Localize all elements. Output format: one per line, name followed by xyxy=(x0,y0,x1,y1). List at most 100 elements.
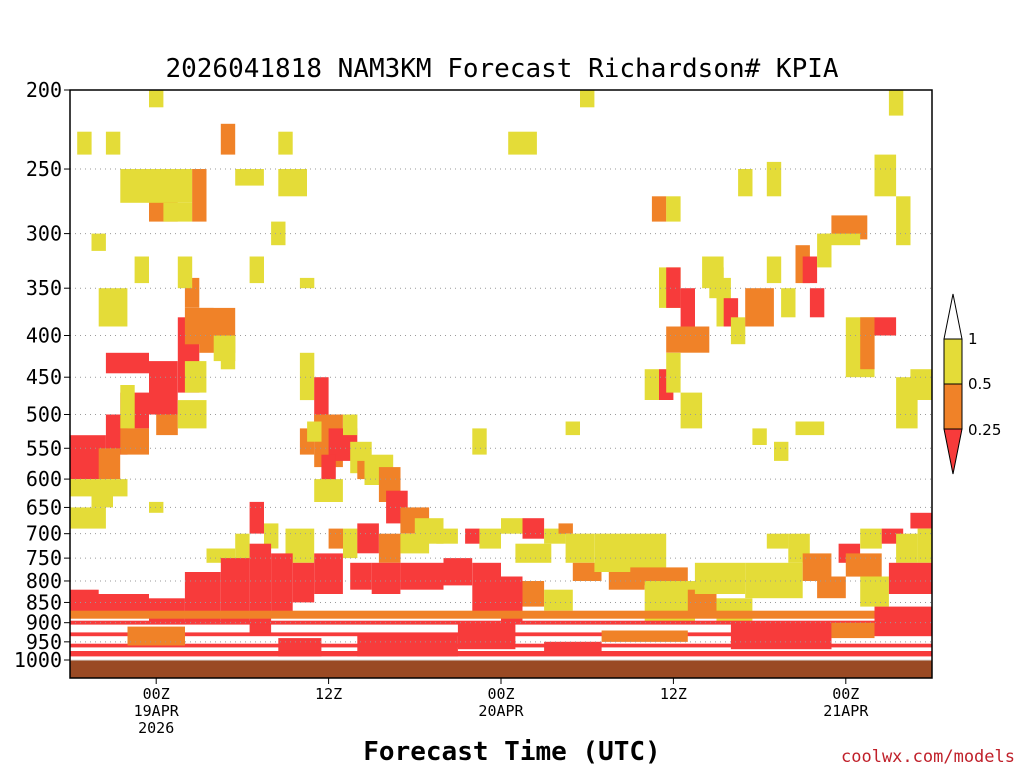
richardson-cell-98 xyxy=(644,369,660,400)
richardson-cell-127 xyxy=(651,196,667,222)
richardson-cell-94 xyxy=(860,576,889,607)
richardson-cell-86 xyxy=(817,576,846,599)
richardson-cell-144 xyxy=(292,562,315,603)
y-tick-label-1000: 1000 xyxy=(14,648,62,672)
richardson-cell-123 xyxy=(910,369,932,400)
richardson-cell-69 xyxy=(522,518,545,539)
richardson-cell-138 xyxy=(70,594,149,615)
richardson-cell-80 xyxy=(694,562,746,594)
richardson-cell-131 xyxy=(508,131,537,155)
credit-label: coolwx.com/models xyxy=(841,747,1015,767)
richardson-cell-102 xyxy=(680,288,695,327)
richardson-cell-96 xyxy=(472,428,487,455)
grid-lines xyxy=(70,168,932,661)
richardson-cell-153 xyxy=(544,589,573,611)
richardson-cell-149 xyxy=(443,558,473,586)
richardson-cell-167 xyxy=(601,630,688,642)
richardson-cell-166 xyxy=(127,626,185,646)
richardson-cell-35 xyxy=(213,335,236,362)
y-tick-label-400: 400 xyxy=(26,323,62,347)
richardson-cell-88 xyxy=(845,553,882,577)
richardson-cell-115 xyxy=(809,288,825,318)
richardson-cell-16 xyxy=(91,484,113,508)
richardson-cell-82 xyxy=(745,562,803,599)
richardson-cell-36 xyxy=(299,277,315,289)
richardson-cell-125 xyxy=(896,196,911,246)
richardson-cell-109 xyxy=(730,317,746,345)
richardson-cell-3 xyxy=(149,361,178,415)
richardson-cell-152 xyxy=(522,581,545,607)
richardson-cell-72 xyxy=(558,523,573,534)
x-tick-label-0-1: 00Z xyxy=(143,685,170,703)
colorbar-yellow xyxy=(943,338,963,385)
richardson-cell-158 xyxy=(70,651,932,657)
richardson-cell-92 xyxy=(910,512,932,529)
richardson-cell-120 xyxy=(860,317,875,370)
richardson-cell-148 xyxy=(400,562,444,590)
ground-layer xyxy=(70,660,932,678)
richardson-cell-121 xyxy=(874,317,897,336)
richardson-cell-61 xyxy=(343,528,358,559)
richardson-cell-68 xyxy=(501,518,523,534)
richardson-cell-128 xyxy=(666,196,681,222)
richardson-cell-17 xyxy=(120,385,135,429)
y-axis: 200 250 300 350 400 450 500 550 600 650 7007508008… xyxy=(14,78,70,672)
richardson-cell-56 xyxy=(264,523,279,549)
richardson-cell-81 xyxy=(716,598,753,623)
richardson-cell-105 xyxy=(680,392,703,429)
richardson-cell-132 xyxy=(580,90,595,108)
y-tick-label-900: 900 xyxy=(26,611,62,635)
richardson-cell-155 xyxy=(70,620,932,625)
richardson-cell-33 xyxy=(149,90,164,108)
x-tick-label-0-3: 2026 xyxy=(138,719,174,737)
richardson-cell-93 xyxy=(917,528,932,563)
richardson-cell-66 xyxy=(465,528,480,544)
y-tick-label-500: 500 xyxy=(26,403,62,427)
richardson-cell-10 xyxy=(184,307,214,345)
richardson-cell-24 xyxy=(249,256,264,284)
richardson-cell-159 xyxy=(278,638,322,657)
y-tick-label-800: 800 xyxy=(26,569,62,593)
richardson-cell-74 xyxy=(572,562,602,581)
richardson-cell-89 xyxy=(860,528,882,549)
richardson-cell-23 xyxy=(177,256,193,289)
richardson-cell-118 xyxy=(824,233,861,246)
richardson-cell-31 xyxy=(77,131,92,155)
richardson-cell-37 xyxy=(299,352,315,401)
richardson-cell-8 xyxy=(156,414,178,436)
richardson-cell-14 xyxy=(220,123,236,155)
richardson-cell-143 xyxy=(271,553,293,615)
richardson-cell-29 xyxy=(235,169,264,186)
richardson-cell-154 xyxy=(70,610,932,619)
colorbar-legend: 1 0.5 0.25 xyxy=(943,293,1001,475)
richardson-cell-160 xyxy=(357,634,458,657)
richardson-cell-6 xyxy=(120,428,149,455)
richardson-cell-75 xyxy=(594,533,667,572)
y-tick-label-250: 250 xyxy=(26,157,62,181)
richardson-cell-63 xyxy=(378,533,401,563)
richardson-cell-21 xyxy=(98,288,128,327)
x-tick-label-0-2: 19APR xyxy=(134,702,180,720)
richardson-cell-114 xyxy=(802,256,818,284)
richardson-cell-103 xyxy=(666,326,710,353)
richardson-cell-134 xyxy=(774,441,789,461)
richardson-cell-133 xyxy=(752,428,767,445)
richardson-cell-150 xyxy=(472,562,501,615)
y-tick-label-950: 950 xyxy=(26,630,62,654)
richardson-cell-85 xyxy=(802,553,832,581)
richardson-cell-139 xyxy=(149,598,185,623)
richardson-cell-62 xyxy=(357,523,379,554)
richardson-cell-77 xyxy=(630,567,688,586)
y-tick-label-600: 600 xyxy=(26,467,62,491)
richardson-cell-7 xyxy=(98,448,121,480)
chart-title: 2026041818 NAM3KM Forecast Richardson# K… xyxy=(165,54,838,84)
x-tick-label-1-1: 12Z xyxy=(315,685,342,703)
richardson-cell-146 xyxy=(350,562,372,590)
richardson-cell-18 xyxy=(177,400,207,429)
richardson-cell-5 xyxy=(105,352,149,374)
richardson-cell-136 xyxy=(709,267,724,299)
richardson-cell-27 xyxy=(120,169,193,203)
x-tick-label-2-1: 00Z xyxy=(487,685,514,703)
